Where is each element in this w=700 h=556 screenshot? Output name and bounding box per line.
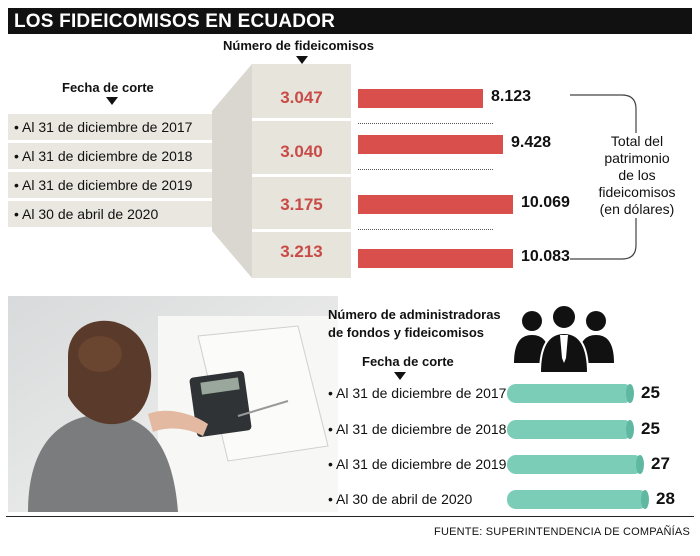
fecha-pointer-icon	[106, 97, 118, 105]
page-title: LOS FIDEICOMISOS EN ECUADOR	[14, 11, 336, 32]
patrimonio-value: 10.069	[521, 194, 570, 211]
administradoras-bar	[507, 420, 634, 439]
fideicomisos-value: 3.175	[280, 195, 323, 214]
administradoras-label-line: de fondos y fideicomisos	[328, 325, 485, 340]
administradoras-label: Número de administradoras de fondos y fi…	[328, 306, 501, 342]
administradoras-value: 28	[656, 489, 675, 508]
patrimonio-value: 8.123	[491, 88, 532, 105]
date-label: • Al 31 de diciembre de 2017	[14, 119, 193, 135]
patrimonio-value: 9.428	[511, 134, 552, 151]
patrimonio-bar	[358, 89, 483, 108]
funnel-connector	[212, 64, 252, 278]
date-row: • Al 31 de diciembre de 2018	[8, 143, 212, 169]
fideicomisos-cell	[252, 64, 351, 118]
fecha-pointer-icon-bottom	[394, 372, 406, 380]
patrimonio-value: 10.083	[521, 248, 570, 265]
fideicomisos-cell	[252, 232, 351, 278]
admin-date-label: • Al 31 de diciembre de 2018	[328, 421, 507, 437]
source-note: FUENTE: SUPERINTENDENCIA DE COMPAÑÍAS	[434, 526, 690, 538]
administradoras-bar	[507, 490, 649, 509]
numero-pointer-icon	[296, 56, 308, 64]
patrimonio-label-line: fideicomisos	[598, 184, 676, 200]
row-separator	[358, 169, 493, 170]
fideicomisos-value: 3.040	[280, 142, 323, 161]
administradoras-label-line: Número de administradoras	[328, 307, 501, 322]
people-group-icon	[514, 304, 614, 374]
administradoras-bar	[507, 455, 644, 474]
fideicomisos-value: 3.213	[280, 242, 323, 261]
fecha-corte-label-bottom: Fecha de corte	[362, 354, 454, 369]
administradoras-bar	[507, 384, 634, 403]
row-separator	[358, 229, 493, 230]
admin-date-label: • Al 30 de abril de 2020	[328, 491, 473, 507]
date-label: • Al 30 de abril de 2020	[14, 206, 159, 222]
row-separator	[358, 123, 493, 124]
admin-date-label: • Al 31 de diciembre de 2017	[328, 385, 507, 401]
patrimonio-label: Total del patrimonio de los fideicomisos…	[596, 133, 678, 218]
date-label: • Al 31 de diciembre de 2019	[14, 177, 193, 193]
fideicomisos-value: 3.047	[280, 88, 323, 107]
date-label: • Al 31 de diciembre de 2018	[14, 148, 193, 164]
admin-date-label: • Al 31 de diciembre de 2019	[328, 456, 507, 472]
fideicomisos-cell	[252, 177, 351, 229]
patrimonio-bar	[358, 195, 513, 214]
patrimonio-bar	[358, 135, 503, 154]
photo-woman-calculator	[8, 296, 338, 512]
patrimonio-label-line: (en dólares)	[599, 201, 675, 217]
source-divider	[6, 516, 694, 517]
administradoras-value: 25	[641, 383, 660, 402]
patrimonio-label-line: patrimonio	[604, 150, 670, 166]
administradoras-value: 27	[651, 454, 670, 473]
date-row: • Al 31 de diciembre de 2019	[8, 172, 212, 198]
patrimonio-label-line: Total del	[610, 133, 664, 149]
title-bar: LOS FIDEICOMISOS EN ECUADOR	[8, 8, 692, 34]
administradoras-value: 25	[641, 419, 660, 438]
fideicomisos-cell	[252, 121, 351, 174]
patrimonio-bar	[358, 249, 513, 268]
numero-fideicomisos-label: Número de fideicomisos	[223, 38, 374, 53]
date-row: • Al 30 de abril de 2020	[8, 201, 212, 227]
date-row: • Al 31 de diciembre de 2017	[8, 114, 212, 140]
patrimonio-label-line: de los	[618, 167, 656, 183]
fecha-corte-label: Fecha de corte	[62, 80, 154, 95]
